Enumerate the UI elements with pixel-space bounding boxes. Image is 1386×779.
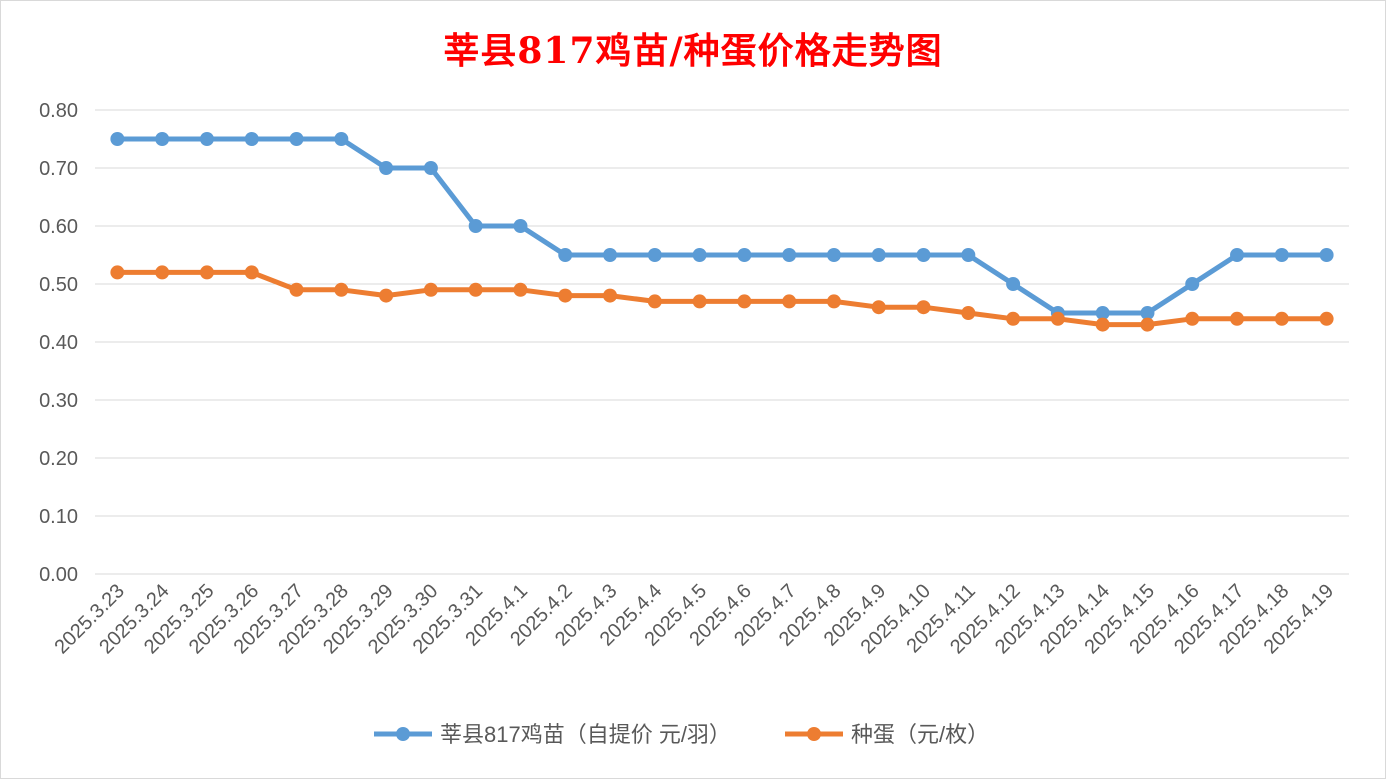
data-point xyxy=(737,248,752,262)
data-point xyxy=(692,294,707,309)
y-tick-label: 0.70 xyxy=(39,158,78,180)
data-point xyxy=(1095,306,1110,320)
x-axis-labels: 2025.3.232025.3.242025.3.252025.3.262025… xyxy=(50,580,1338,658)
y-tick-label: 0.80 xyxy=(39,100,78,122)
data-point xyxy=(1140,317,1155,332)
series-lines xyxy=(110,132,1334,332)
data-point xyxy=(603,288,618,303)
data-point xyxy=(871,300,886,315)
legend-marker xyxy=(807,727,821,741)
legend-label: 种蛋（元/枚） xyxy=(851,722,989,747)
data-point xyxy=(1230,311,1245,326)
data-point xyxy=(379,288,394,303)
data-point xyxy=(334,132,349,146)
y-tick-label: 0.20 xyxy=(39,448,78,470)
data-point xyxy=(1006,311,1021,326)
y-tick-label: 0.50 xyxy=(39,274,78,296)
data-point xyxy=(916,300,931,315)
data-point xyxy=(692,248,707,262)
data-point xyxy=(244,132,259,146)
series-line-1 xyxy=(114,136,1330,316)
data-point xyxy=(558,288,573,303)
y-axis-labels: 0.00 0.10 0.20 0.30 0.40 0.50 0.60 0.70 0.80 xyxy=(39,100,78,586)
data-point xyxy=(1319,248,1334,262)
data-point xyxy=(1140,306,1155,320)
data-point xyxy=(379,161,394,175)
data-point xyxy=(513,282,528,297)
data-point xyxy=(289,132,304,146)
series-line-2 xyxy=(114,269,1330,328)
data-point xyxy=(468,219,483,233)
y-tick-label: 0.10 xyxy=(39,506,78,528)
data-point xyxy=(826,294,841,309)
data-point xyxy=(603,248,618,262)
y-tick-label: 0.30 xyxy=(39,390,78,412)
data-point xyxy=(1319,311,1334,326)
data-point xyxy=(513,219,528,233)
data-point xyxy=(423,282,438,297)
data-point xyxy=(826,248,841,262)
y-tick-label: 0.60 xyxy=(39,216,78,238)
data-point xyxy=(244,265,259,280)
data-point xyxy=(1274,311,1289,326)
y-tick-label: 0.40 xyxy=(39,332,78,354)
data-point xyxy=(468,282,483,297)
data-point xyxy=(199,265,214,280)
data-point xyxy=(558,248,573,262)
legend-label: 莘县817鸡苗（自提价 元/羽） xyxy=(440,722,731,747)
data-point xyxy=(110,132,125,146)
data-point xyxy=(916,248,931,262)
legend-marker xyxy=(396,727,410,741)
data-point xyxy=(1050,311,1065,326)
data-point xyxy=(334,282,349,297)
data-point xyxy=(871,248,886,262)
data-point xyxy=(199,132,214,146)
data-point xyxy=(647,248,662,262)
data-point xyxy=(961,306,976,320)
chart-title: 莘县817鸡苗/种蛋价格走势图 xyxy=(443,30,943,72)
data-point xyxy=(155,132,170,146)
data-point xyxy=(961,248,976,262)
data-point xyxy=(155,265,170,280)
data-point xyxy=(737,294,752,309)
data-point xyxy=(1006,277,1021,291)
data-point xyxy=(1095,317,1110,332)
data-point xyxy=(647,294,662,309)
y-tick-label: 0.00 xyxy=(39,564,78,586)
data-point xyxy=(1230,248,1245,262)
data-point xyxy=(1185,277,1200,291)
data-point xyxy=(423,161,438,175)
data-point xyxy=(1274,248,1289,262)
data-point xyxy=(782,294,797,309)
legend: 莘县817鸡苗（自提价 元/羽） 种蛋（元/枚） xyxy=(374,722,989,747)
data-point xyxy=(1185,311,1200,326)
gridlines xyxy=(95,109,1349,575)
data-point xyxy=(782,248,797,262)
data-point xyxy=(289,282,304,297)
data-point xyxy=(110,265,125,280)
